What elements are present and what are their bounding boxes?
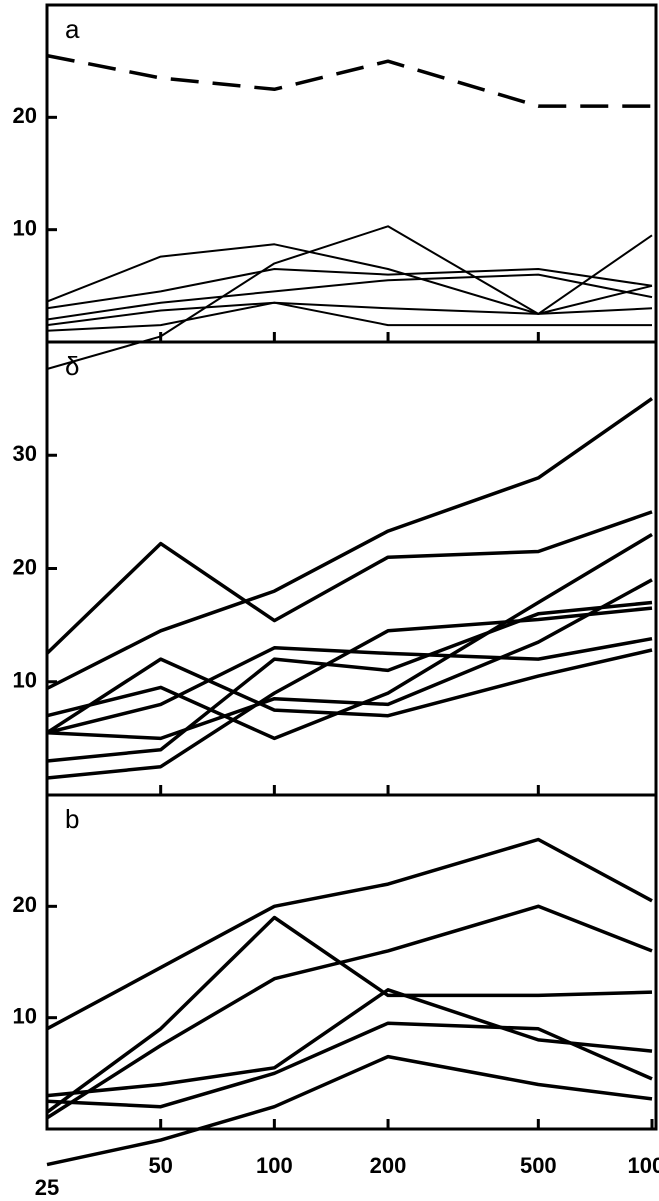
x-tick-label: 25 xyxy=(35,1175,59,1200)
y-tick-label: 10 xyxy=(13,1003,37,1028)
data-line xyxy=(46,648,653,735)
data-line xyxy=(46,225,653,370)
x-tick-label: 1000 xyxy=(628,1153,659,1178)
data-line xyxy=(46,53,652,108)
data-line xyxy=(46,273,653,321)
x-tick-label: 200 xyxy=(370,1153,407,1178)
data-line xyxy=(46,301,653,327)
data-line xyxy=(46,301,652,332)
panel-frame xyxy=(45,793,658,1131)
data-line xyxy=(46,397,654,691)
data-line xyxy=(46,1021,653,1109)
data-line xyxy=(46,636,653,735)
data-line xyxy=(46,532,653,741)
panel-label: a xyxy=(65,14,80,44)
data-line xyxy=(45,915,653,1114)
data-line xyxy=(46,578,653,741)
data-line xyxy=(46,837,653,1031)
y-tick-label: 20 xyxy=(13,892,37,917)
data-line xyxy=(46,600,653,763)
x-tick-label: 100 xyxy=(256,1153,293,1178)
data-line xyxy=(45,510,653,655)
panel-label: b xyxy=(65,804,79,834)
x-tick-label: 500 xyxy=(520,1153,557,1178)
x-tick-label: 50 xyxy=(148,1153,172,1178)
y-tick-label: 10 xyxy=(13,668,37,693)
data-line xyxy=(46,904,653,1120)
y-tick-label: 20 xyxy=(13,554,37,579)
y-tick-label: 30 xyxy=(13,441,37,466)
panel-frame xyxy=(45,3,658,344)
y-tick-label: 20 xyxy=(13,103,37,128)
y-tick-label: 10 xyxy=(13,215,37,240)
panel-label: δ xyxy=(65,351,79,381)
data-line xyxy=(46,606,653,780)
data-line xyxy=(46,988,653,1098)
data-line xyxy=(46,1054,653,1167)
data-line xyxy=(46,243,653,315)
data-line xyxy=(46,268,653,310)
panel-frame xyxy=(45,340,658,797)
